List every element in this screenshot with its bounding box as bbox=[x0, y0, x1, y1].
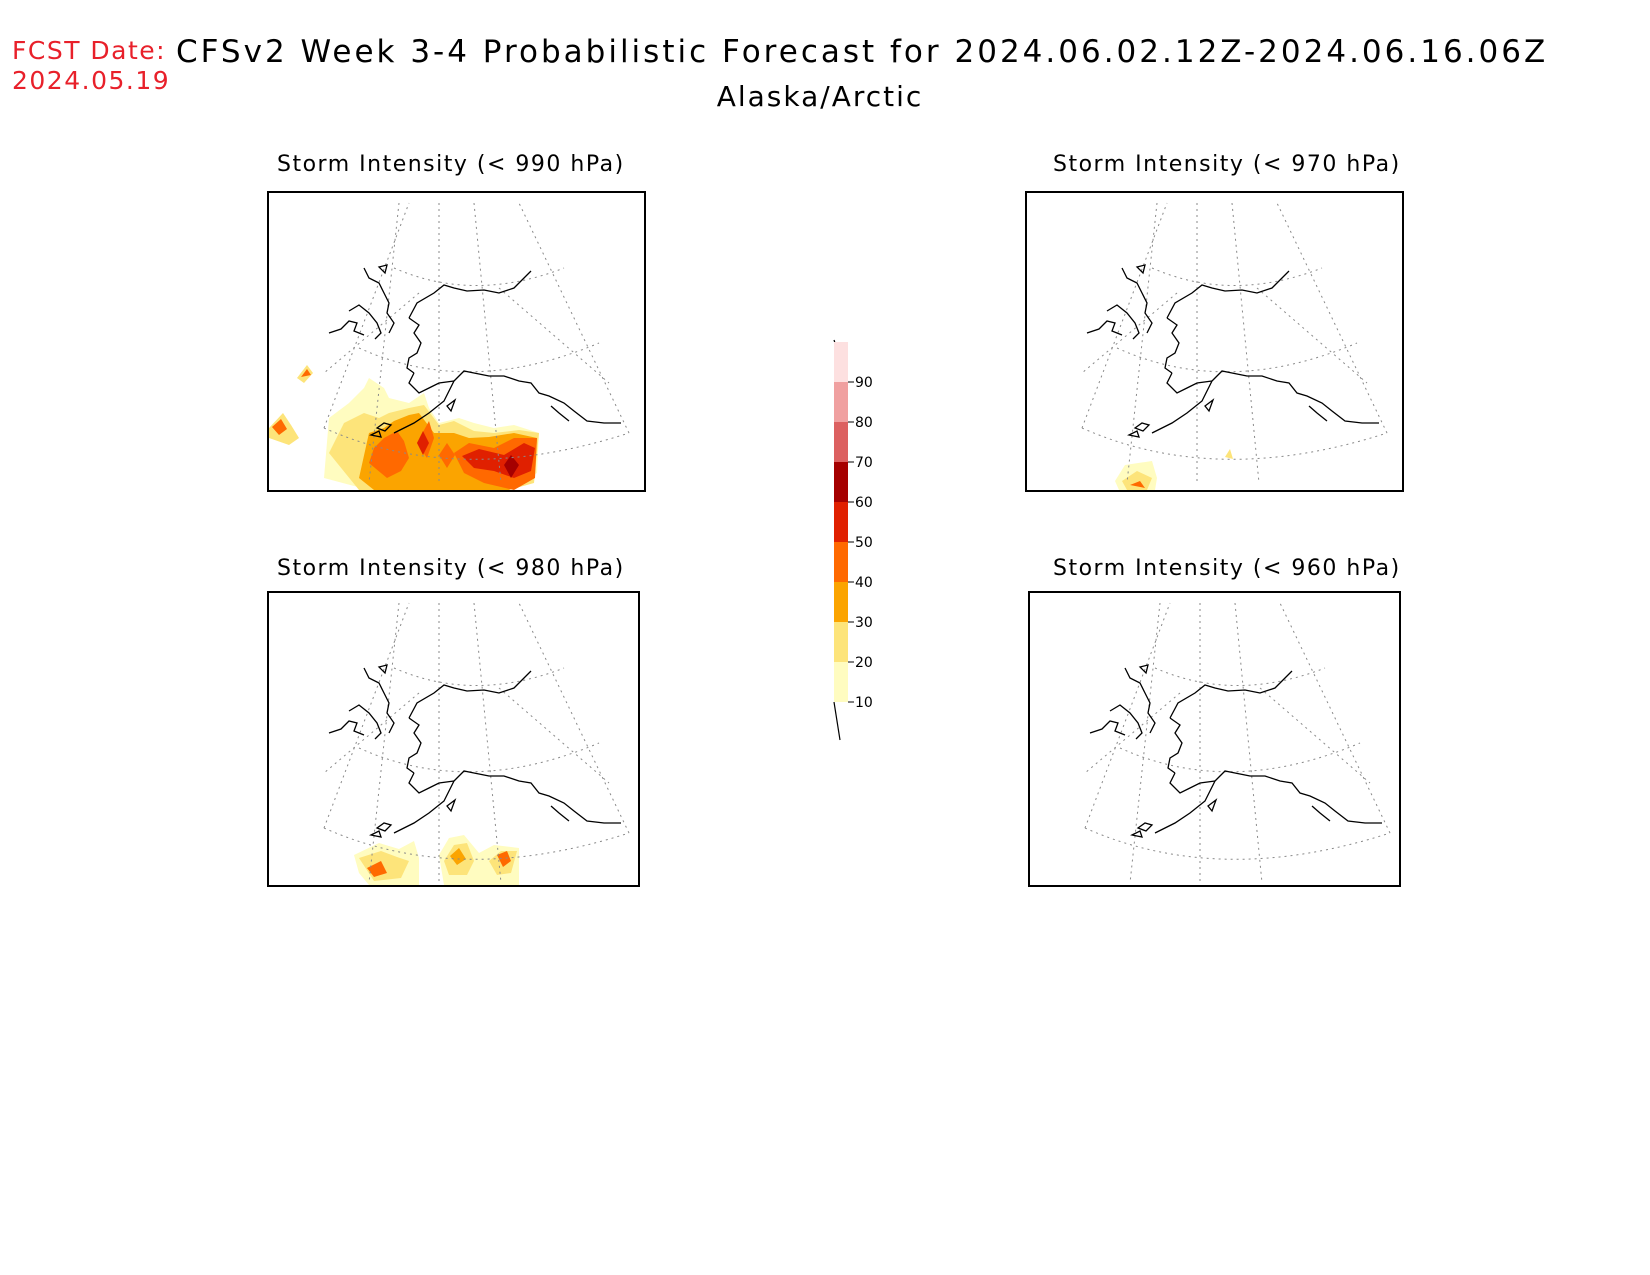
basemap-970 bbox=[1081, 202, 1388, 484]
colorbar-segment bbox=[834, 422, 848, 462]
colorbar-label: 90 bbox=[855, 375, 873, 391]
colorbar-label: 60 bbox=[855, 495, 873, 511]
map-panel-960 bbox=[1028, 591, 1401, 887]
probability-shading-980 bbox=[354, 835, 519, 885]
colorbar-segment bbox=[834, 542, 848, 582]
probability-colorbar: 10 20 30 40 50 60 70 80 90 bbox=[820, 330, 880, 754]
colorbar-segment bbox=[834, 662, 848, 702]
probability-shading-970 bbox=[1115, 449, 1233, 490]
forecast-map-990 bbox=[269, 202, 630, 490]
forecast-date-label: FCST Date: bbox=[12, 36, 167, 65]
colorbar-label: 70 bbox=[855, 455, 873, 471]
panel-title-970: Storm Intensity (< 970 hPa) bbox=[1053, 152, 1401, 177]
panel-title-960: Storm Intensity (< 960 hPa) bbox=[1053, 556, 1401, 581]
forecast-date-value: 2024.05.19 bbox=[12, 66, 171, 95]
colorbar-label: 30 bbox=[855, 615, 873, 631]
panel-title-990: Storm Intensity (< 990 hPa) bbox=[277, 152, 625, 177]
colorbar-segment bbox=[834, 502, 848, 542]
colorbar-label: 20 bbox=[855, 655, 873, 671]
colorbar-bottom-cap bbox=[833, 701, 841, 741]
colorbar-label: 10 bbox=[855, 695, 873, 711]
colorbar-segment bbox=[834, 462, 848, 502]
page-title: CFSv2 Week 3-4 Probabilistic Forecast fo… bbox=[176, 34, 1549, 70]
map-panel-970 bbox=[1025, 191, 1404, 492]
colorbar-segment bbox=[834, 622, 848, 662]
colorbar-label: 40 bbox=[855, 575, 873, 591]
colorbar-graphic: 10 20 30 40 50 60 70 80 90 bbox=[833, 339, 873, 741]
colorbar-segment bbox=[834, 382, 848, 422]
map-panel-990 bbox=[267, 191, 646, 492]
forecast-map-960 bbox=[1084, 602, 1391, 884]
panel-title-980: Storm Intensity (< 980 hPa) bbox=[277, 556, 625, 581]
colorbar-segment bbox=[834, 342, 848, 382]
map-panel-980 bbox=[267, 591, 640, 887]
basemap-960 bbox=[1084, 602, 1391, 884]
colorbar-label: 50 bbox=[855, 535, 873, 551]
forecast-map-980 bbox=[323, 602, 630, 885]
basemap-980 bbox=[323, 602, 630, 884]
region-subtitle: Alaska/Arctic bbox=[716, 80, 924, 113]
forecast-map-970 bbox=[1081, 202, 1388, 490]
colorbar-label: 80 bbox=[855, 415, 873, 431]
probability-shading-990 bbox=[269, 365, 539, 490]
colorbar-segment bbox=[834, 582, 848, 622]
forecast-date-block: FCST Date: 2024.05.19 bbox=[12, 36, 170, 96]
